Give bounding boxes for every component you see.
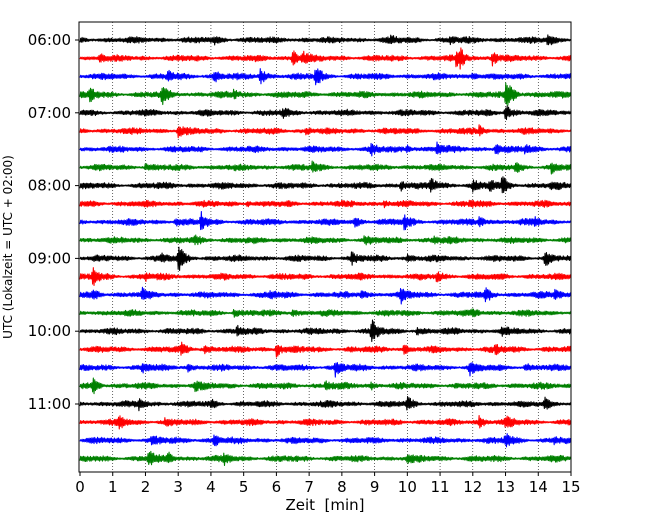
seismic-trace bbox=[79, 308, 572, 318]
seismic-trace bbox=[79, 160, 572, 175]
y-tick-label: 10:00 bbox=[28, 322, 71, 340]
seismic-trace bbox=[79, 34, 572, 46]
seismic-trace bbox=[79, 82, 572, 106]
seismic-trace bbox=[79, 141, 572, 157]
y-tick-label: 06:00 bbox=[28, 31, 71, 49]
seismic-trace bbox=[79, 361, 572, 378]
y-axis-label: UTC (Lokalzeit = UTC + 02:00) bbox=[1, 155, 15, 339]
x-tick-label: 14 bbox=[529, 478, 548, 496]
seismic-trace bbox=[79, 450, 572, 467]
seismic-trace bbox=[79, 286, 572, 305]
seismic-trace bbox=[79, 433, 572, 448]
seismic-trace bbox=[79, 341, 572, 358]
seismic-trace bbox=[79, 124, 572, 139]
x-tick-label: 7 bbox=[304, 478, 314, 496]
seismic-trace bbox=[79, 377, 572, 395]
trace-group bbox=[79, 34, 572, 467]
x-tick-label: 9 bbox=[370, 478, 380, 496]
x-tick-label: 0 bbox=[75, 478, 85, 496]
x-tick-label: 4 bbox=[206, 478, 216, 496]
x-tick-label: 10 bbox=[398, 478, 417, 496]
x-tick-label: 13 bbox=[496, 478, 515, 496]
y-tick-label: 09:00 bbox=[28, 249, 71, 267]
seismic-trace bbox=[79, 234, 572, 246]
seismic-trace bbox=[79, 319, 572, 343]
x-tick-label: 5 bbox=[239, 478, 249, 496]
seismic-trace bbox=[79, 246, 572, 272]
seismic-trace bbox=[79, 105, 572, 121]
seismic-trace bbox=[79, 415, 572, 430]
y-tick-label: 07:00 bbox=[28, 104, 71, 122]
seismic-trace bbox=[79, 176, 572, 194]
x-axis-label: Zeit [min] bbox=[285, 496, 364, 514]
seismic-trace bbox=[79, 211, 572, 231]
x-tick-label: 6 bbox=[272, 478, 282, 496]
plot-frame bbox=[78, 21, 572, 473]
y-tick-label: 08:00 bbox=[28, 177, 71, 195]
seismic-trace bbox=[79, 267, 572, 287]
x-tick-label: 12 bbox=[463, 478, 482, 496]
y-axis-ticks: 06:00 07:00 08:00 09:00 10:00 11:00 bbox=[28, 31, 79, 413]
seismic-trace bbox=[79, 68, 572, 86]
seismic-trace bbox=[79, 47, 572, 70]
y-tick-label: 11:00 bbox=[28, 395, 71, 413]
x-tick-label: 1 bbox=[108, 478, 118, 496]
x-tick-label: 11 bbox=[431, 478, 450, 496]
seismic-trace bbox=[79, 199, 572, 209]
x-tick-label: 8 bbox=[337, 478, 347, 496]
x-tick-label: 3 bbox=[173, 478, 183, 496]
x-axis-ticks: 0 1 2 3 4 5 6 7 8 9 10 11 12 13 14 15 bbox=[75, 472, 581, 496]
seismic-trace bbox=[79, 395, 572, 412]
x-tick-label: 15 bbox=[561, 478, 580, 496]
x-tick-label: 2 bbox=[141, 478, 151, 496]
